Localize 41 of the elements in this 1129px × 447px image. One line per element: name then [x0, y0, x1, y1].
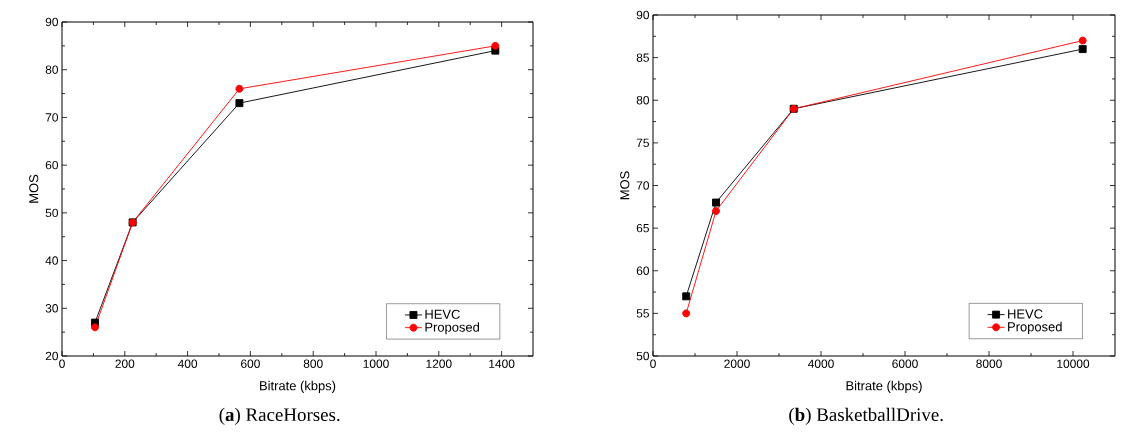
- y-tick-label: 40: [45, 256, 59, 265]
- y-tick-label: 85: [636, 53, 649, 62]
- y-tick-label: 90: [636, 10, 650, 20]
- y-tick-label: 70: [636, 181, 650, 190]
- y-tick-label: 50: [636, 351, 650, 361]
- legend-label: Proposed: [1008, 321, 1062, 334]
- x-tick-label: 800: [303, 359, 323, 368]
- text: (b) BasketballDrive.: [789, 407, 943, 425]
- y-axis-title: MOS: [29, 174, 39, 203]
- x-tick-label: 10000: [1057, 359, 1090, 368]
- x-tick-label: 0: [650, 359, 656, 368]
- x-tick-label: 2000: [724, 359, 750, 368]
- x-tick-label: 1000: [363, 359, 389, 368]
- x-axis-title: Bitrate (kbps): [846, 380, 922, 393]
- x-tick-label: 4000: [807, 359, 834, 368]
- x-axis-title: Bitrate (kbps): [260, 380, 336, 393]
- y-tick-label: 55: [636, 309, 649, 318]
- x-tick-label: 8000: [976, 359, 1002, 368]
- x-tick-label: 6000: [892, 359, 918, 368]
- y-tick-label: 70: [45, 113, 59, 122]
- y-tick-label: 50: [45, 208, 59, 218]
- y-tick-label: 75: [636, 138, 649, 148]
- x-tick-label: 0: [59, 359, 65, 368]
- y-tick-label: 20: [45, 351, 59, 361]
- y-tick-label: 30: [45, 304, 59, 313]
- y-tick-label: 80: [45, 65, 59, 74]
- legend-label: Proposed: [425, 322, 479, 335]
- text: (a) RaceHorses.: [219, 407, 340, 425]
- x-tick-label: 600: [241, 359, 260, 368]
- y-tick-label: 65: [636, 223, 649, 233]
- y-tick-label: 60: [45, 160, 59, 170]
- x-tick-label: 1400: [489, 359, 515, 368]
- y-tick-label: 60: [636, 266, 650, 275]
- y-tick-label: 90: [45, 17, 59, 27]
- y-tick-label: 80: [636, 96, 650, 105]
- x-tick-label: 200: [115, 359, 135, 368]
- y-axis-title: MOS: [620, 171, 630, 200]
- legend-label: HEVC: [1008, 309, 1043, 319]
- x-tick-label: 400: [177, 359, 198, 368]
- legend-label: HEVC: [425, 309, 460, 319]
- x-tick-label: 1200: [426, 359, 452, 368]
